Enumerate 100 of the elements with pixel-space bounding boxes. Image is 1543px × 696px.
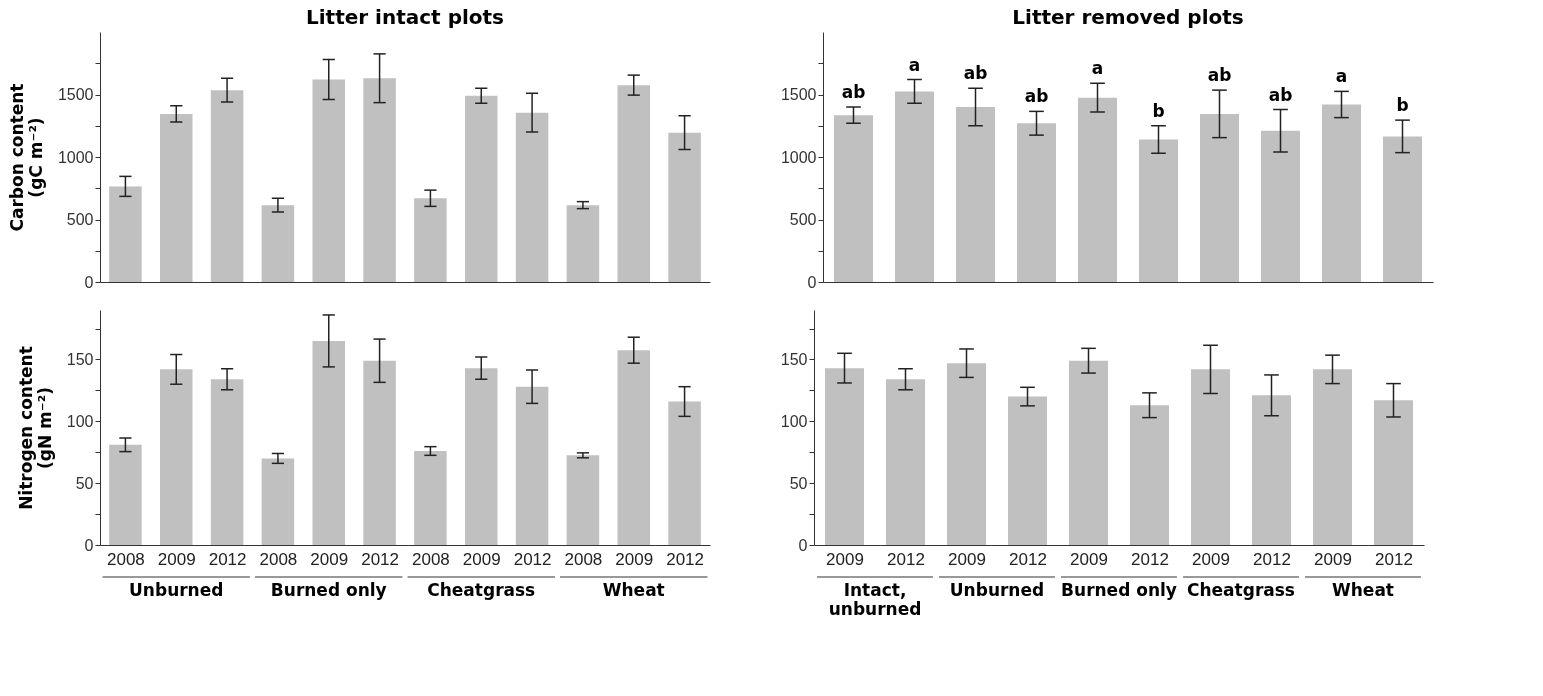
x-tick-label: 2008: [107, 549, 145, 569]
bar: [1382, 136, 1423, 282]
data-label: ab: [1207, 65, 1232, 86]
bar: [1077, 97, 1118, 282]
x-tick-label: 2012: [1253, 549, 1291, 569]
y-tick-label: 1000: [780, 148, 817, 166]
data-label: ab: [841, 82, 866, 102]
text: Intact, unburned: [828, 580, 922, 619]
y-tick-label: 0: [84, 273, 94, 291]
x-tick-label: 2009: [826, 549, 864, 569]
bar: [210, 379, 244, 545]
y-tick-label: 1500: [57, 86, 94, 103]
text: Wheat: [602, 580, 665, 600]
y-tick-label: 1000: [57, 148, 94, 166]
data-label: a: [1335, 66, 1348, 87]
bar: [833, 115, 874, 282]
data-label: ab: [1024, 86, 1049, 107]
bar: [1129, 405, 1170, 545]
x-tick-label: 2012: [887, 549, 925, 569]
bar: [946, 363, 987, 545]
bar: [210, 90, 244, 282]
bar: [464, 368, 498, 545]
x-tick-label: 2008: [564, 549, 603, 569]
bar: [515, 386, 549, 545]
bar: [566, 455, 600, 545]
bar: [1373, 400, 1414, 545]
x-tick-label: 2012: [1375, 549, 1413, 569]
x-tick-label: 2009: [615, 549, 654, 569]
bar: [414, 198, 447, 282]
x-tick-label: 2009: [462, 549, 501, 569]
y-tick-label: 150: [66, 350, 94, 368]
x-tick-label: 2009: [157, 549, 196, 569]
bar: [312, 340, 346, 545]
bar: [1312, 369, 1353, 545]
text: Burned only: [270, 580, 387, 600]
bar: [464, 95, 498, 282]
data-label: a: [908, 54, 921, 75]
bar: [1260, 130, 1301, 282]
bar: [261, 205, 295, 282]
x-tick-label: 2012: [1131, 549, 1169, 569]
y-tick-label: 0: [84, 536, 94, 554]
x-tick-label: 2012: [1009, 549, 1047, 569]
y-tick-label: 0: [798, 536, 808, 554]
bar: [1251, 395, 1292, 545]
bar: [885, 379, 926, 545]
data-label: b: [1396, 95, 1409, 116]
bar: [1190, 369, 1231, 545]
text: Wheat: [1332, 580, 1394, 600]
x-tick-label: 2009: [948, 549, 986, 569]
chart-title: Litter removed plots: [1012, 5, 1244, 29]
data-label: ab: [1268, 84, 1293, 105]
x-tick-label: 2012: [361, 549, 399, 569]
y-tick-label: 1500: [780, 86, 817, 103]
bar: [1068, 360, 1109, 545]
text: Burned only: [1061, 580, 1177, 600]
y-tick-label: 50: [75, 474, 94, 492]
bar: [668, 132, 701, 282]
y-tick-label: 50: [789, 474, 808, 492]
y-tick-label: 100: [780, 412, 808, 430]
x-tick-label: 2009: [1070, 549, 1108, 569]
bar: [824, 368, 865, 545]
bar: [1199, 113, 1240, 282]
y-tick-label: 500: [789, 211, 817, 228]
text: Unburned: [949, 580, 1045, 600]
bar: [894, 91, 935, 282]
y-tick-label: 100: [66, 412, 94, 430]
x-tick-label: 2009: [310, 549, 349, 569]
text: Cheatgrass: [1187, 580, 1295, 600]
y-tick-label: 150: [780, 350, 808, 368]
bar: [617, 350, 651, 545]
bar: [1321, 104, 1362, 282]
bar: [159, 113, 193, 282]
x-tick-label: 2012: [666, 549, 704, 569]
bar: [617, 85, 651, 282]
bar: [566, 205, 600, 282]
chart-title: Litter intact plots: [305, 5, 505, 29]
y-axis-title: Carbon content (gC m⁻²): [6, 83, 46, 232]
x-tick-label: 2008: [412, 549, 450, 569]
data-label: ab: [963, 63, 988, 84]
x-tick-label: 2009: [1314, 549, 1352, 569]
y-tick-label: 0: [807, 273, 817, 291]
bar: [159, 369, 193, 545]
text: Unburned: [129, 580, 224, 600]
bar: [1007, 396, 1048, 545]
y-tick-label: 500: [66, 211, 94, 228]
x-tick-label: 2009: [1192, 549, 1230, 569]
bar: [109, 444, 142, 545]
bar: [515, 112, 549, 282]
bar: [363, 78, 396, 282]
bar: [109, 186, 142, 282]
y-axis-title: Nitrogen content (gN m⁻²): [15, 346, 55, 510]
bar: [1138, 139, 1179, 282]
bar: [363, 360, 396, 545]
x-tick-label: 2012: [513, 549, 552, 569]
bar: [955, 107, 996, 282]
bar: [261, 458, 295, 545]
data-label: a: [1091, 58, 1104, 79]
data-label: b: [1152, 100, 1165, 121]
text: Cheatgrass: [427, 580, 536, 600]
bar: [414, 451, 447, 545]
